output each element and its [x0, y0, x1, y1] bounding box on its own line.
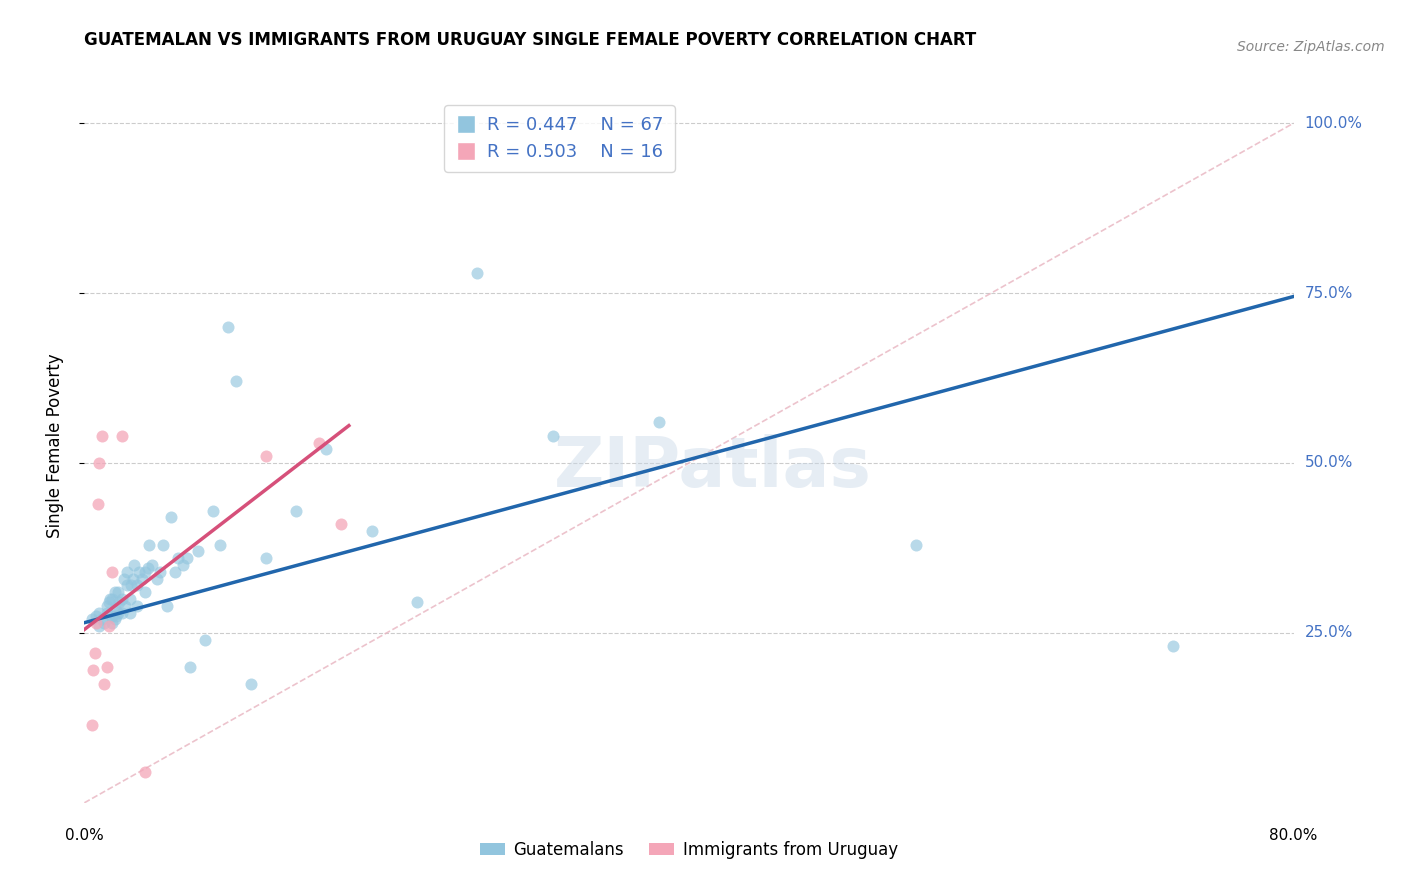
Point — [136, 561, 159, 575]
Point — [134, 585, 156, 599]
Point — [97, 619, 120, 633]
Point — [86, 608, 108, 623]
Point — [254, 551, 277, 566]
Point — [128, 565, 150, 579]
Point — [89, 619, 111, 633]
Point — [209, 537, 232, 551]
Legend: Guatemalans, Immigrants from Uruguay: Guatemalans, Immigrants from Uruguay — [474, 835, 904, 866]
Point — [167, 551, 190, 566]
Point — [134, 565, 156, 579]
Point — [217, 320, 239, 334]
Point — [114, 599, 136, 613]
Text: Source: ZipAtlas.com: Source: ZipAtlas.com — [1237, 40, 1385, 54]
Point — [104, 612, 127, 626]
Point — [315, 442, 337, 457]
Text: 80.0%: 80.0% — [1270, 828, 1317, 843]
Point — [127, 578, 149, 592]
Text: 75.0%: 75.0% — [1305, 285, 1353, 301]
Point — [187, 544, 209, 558]
Text: 25.0%: 25.0% — [1305, 625, 1353, 640]
Point — [98, 591, 121, 606]
Point — [115, 565, 138, 579]
Point — [360, 524, 382, 538]
Point — [115, 578, 138, 592]
Point — [201, 503, 224, 517]
Point — [152, 537, 174, 551]
Point — [96, 606, 118, 620]
Point — [112, 572, 135, 586]
Point — [91, 429, 114, 443]
Point — [134, 765, 156, 780]
Point — [254, 449, 277, 463]
Point — [80, 717, 103, 731]
Point — [122, 558, 145, 572]
Point — [239, 677, 262, 691]
Point — [172, 558, 194, 572]
Point — [89, 456, 111, 470]
Point — [1161, 640, 1184, 654]
Point — [108, 595, 131, 609]
Point — [194, 632, 217, 647]
Point — [82, 663, 104, 677]
Point — [86, 615, 108, 630]
Text: 0.0%: 0.0% — [65, 828, 104, 843]
Point — [647, 415, 671, 429]
Point — [138, 537, 160, 551]
Point — [118, 591, 141, 606]
Point — [149, 565, 172, 579]
Point — [118, 606, 141, 620]
Point — [406, 595, 429, 609]
Point — [141, 558, 163, 572]
Point — [121, 572, 143, 586]
Point — [156, 599, 179, 613]
Text: 100.0%: 100.0% — [1305, 116, 1362, 131]
Point — [93, 615, 115, 630]
Point — [176, 551, 198, 566]
Point — [146, 572, 169, 586]
Point — [100, 615, 122, 630]
Y-axis label: Single Female Poverty: Single Female Poverty — [45, 354, 63, 538]
Point — [89, 606, 111, 620]
Point — [100, 565, 122, 579]
Text: ZIPatlas: ZIPatlas — [554, 434, 872, 501]
Point — [105, 608, 128, 623]
Point — [91, 612, 114, 626]
Point — [100, 608, 122, 623]
Text: 50.0%: 50.0% — [1305, 456, 1353, 470]
Point — [111, 606, 134, 620]
Point — [107, 606, 129, 620]
Point — [159, 510, 181, 524]
Point — [96, 599, 118, 613]
Point — [96, 660, 118, 674]
Point — [904, 537, 927, 551]
Text: GUATEMALAN VS IMMIGRANTS FROM URUGUAY SINGLE FEMALE POVERTY CORRELATION CHART: GUATEMALAN VS IMMIGRANTS FROM URUGUAY SI… — [84, 31, 977, 49]
Point — [87, 497, 110, 511]
Point — [100, 591, 122, 606]
Point — [284, 503, 308, 517]
Point — [541, 429, 564, 443]
Point — [120, 578, 142, 592]
Point — [84, 646, 107, 660]
Point — [131, 572, 153, 586]
Point — [104, 585, 127, 599]
Point — [330, 517, 353, 532]
Point — [308, 435, 330, 450]
Point — [97, 595, 120, 609]
Point — [179, 660, 201, 674]
Point — [80, 612, 103, 626]
Point — [127, 599, 149, 613]
Point — [111, 429, 134, 443]
Point — [163, 565, 186, 579]
Point — [107, 585, 129, 599]
Point — [467, 266, 489, 280]
Point — [111, 591, 134, 606]
Point — [104, 602, 127, 616]
Point — [93, 677, 115, 691]
Point — [225, 375, 247, 389]
